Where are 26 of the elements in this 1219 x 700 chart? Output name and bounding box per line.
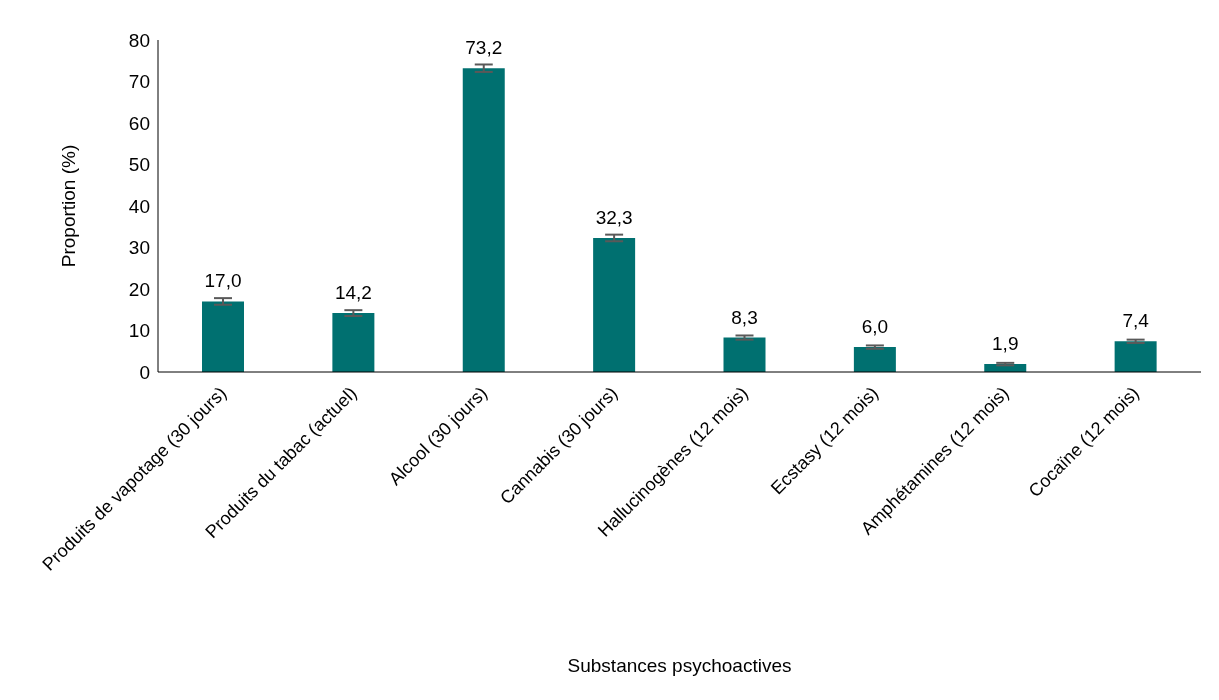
y-tick-label: 80 [128, 29, 150, 51]
y-tick-label: 10 [128, 320, 150, 342]
y-tick-label: 0 [139, 361, 150, 383]
bar [593, 237, 636, 372]
y-tick-label: 30 [128, 237, 150, 259]
y-tick-label: 60 [128, 112, 150, 134]
data-label: 14,2 [334, 282, 372, 304]
x-axis-title: Substances psychoactives [567, 655, 792, 676]
data-label: 17,0 [204, 270, 242, 292]
y-axis-title: Proportion (%) [57, 144, 79, 268]
data-label: 32,3 [595, 206, 633, 228]
data-label: 6,0 [861, 316, 889, 338]
bar [332, 313, 375, 372]
y-tick-label: 20 [128, 278, 150, 300]
data-label: 7,4 [1122, 310, 1150, 332]
bar [1114, 341, 1157, 372]
data-label: 73,2 [465, 37, 503, 59]
y-tick-label: 70 [128, 71, 150, 93]
bar [462, 68, 505, 372]
bar [202, 301, 244, 372]
bar [853, 347, 896, 372]
data-label: 1,9 [992, 333, 1019, 355]
data-label: 8,3 [731, 306, 758, 328]
bar [723, 337, 766, 372]
y-tick-label: 50 [128, 154, 150, 176]
y-tick-label: 40 [128, 195, 150, 217]
